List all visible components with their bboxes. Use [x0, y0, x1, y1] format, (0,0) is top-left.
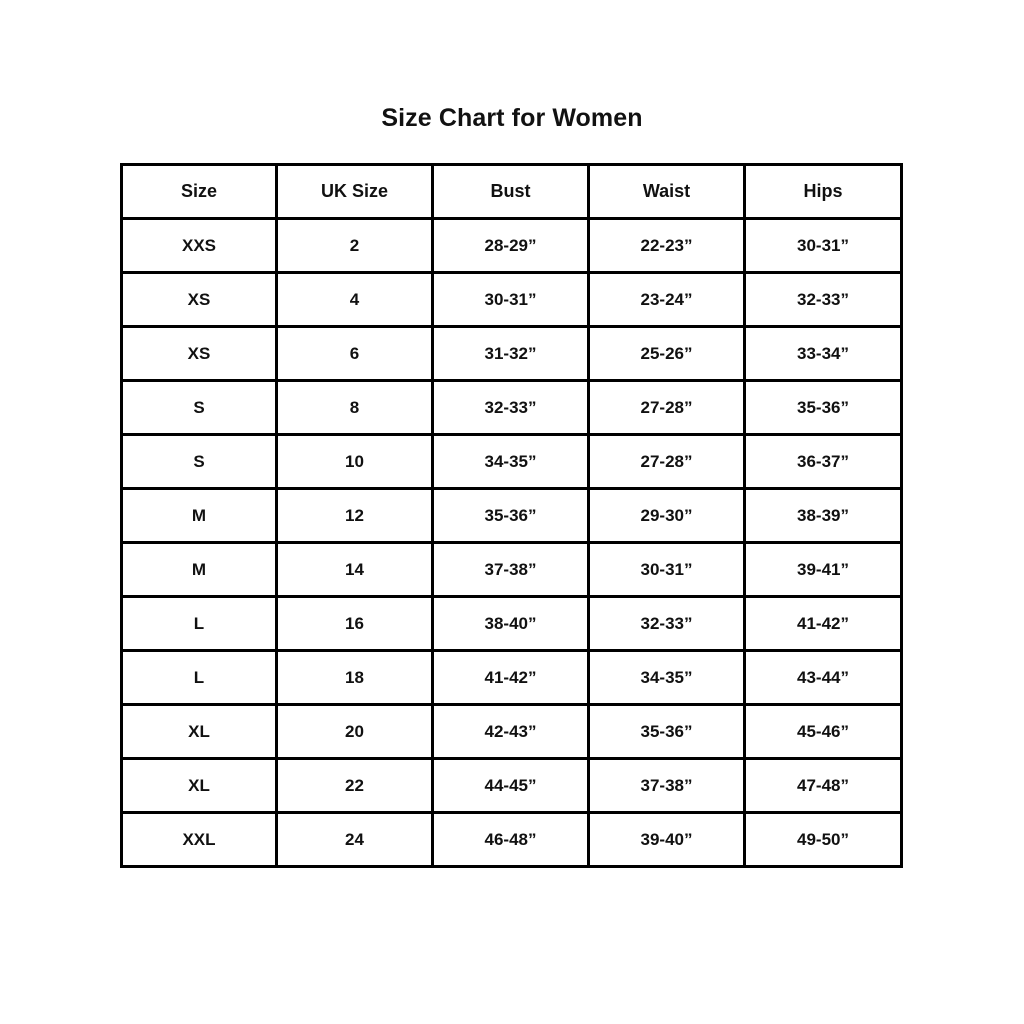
- cell-size: XS: [120, 271, 278, 328]
- cell-waist: 27-28”: [587, 433, 746, 490]
- size-table-container: Size UK Size Bust Waist Hips XXS 2 28-29…: [120, 163, 903, 868]
- cell-size: XS: [120, 325, 278, 382]
- cell-waist: 22-23”: [587, 217, 746, 274]
- cell-size: M: [120, 487, 278, 544]
- cell-hips: 32-33”: [743, 271, 903, 328]
- cell-uk-size: 14: [275, 541, 434, 598]
- table-row: M 14 37-38” 30-31” 39-41”: [120, 541, 903, 598]
- cell-uk-size: 20: [275, 703, 434, 760]
- cell-bust: 35-36”: [431, 487, 590, 544]
- cell-hips: 33-34”: [743, 325, 903, 382]
- cell-uk-size: 8: [275, 379, 434, 436]
- cell-size: M: [120, 541, 278, 598]
- table-row: XXS 2 28-29” 22-23” 30-31”: [120, 217, 903, 274]
- cell-waist: 37-38”: [587, 757, 746, 814]
- cell-uk-size: 4: [275, 271, 434, 328]
- cell-hips: 38-39”: [743, 487, 903, 544]
- cell-uk-size: 24: [275, 811, 434, 868]
- table-row: XXL 24 46-48” 39-40” 49-50”: [120, 811, 903, 868]
- table-row: XS 6 31-32” 25-26” 33-34”: [120, 325, 903, 382]
- cell-waist: 34-35”: [587, 649, 746, 706]
- cell-bust: 32-33”: [431, 379, 590, 436]
- cell-uk-size: 2: [275, 217, 434, 274]
- cell-hips: 30-31”: [743, 217, 903, 274]
- cell-hips: 36-37”: [743, 433, 903, 490]
- table-header: Size UK Size Bust Waist Hips: [120, 163, 903, 220]
- table-row: XS 4 30-31” 23-24” 32-33”: [120, 271, 903, 328]
- table-row: L 16 38-40” 32-33” 41-42”: [120, 595, 903, 652]
- cell-bust: 38-40”: [431, 595, 590, 652]
- table-row: M 12 35-36” 29-30” 38-39”: [120, 487, 903, 544]
- table-row: S 10 34-35” 27-28” 36-37”: [120, 433, 903, 490]
- table-body: XXS 2 28-29” 22-23” 30-31” XS 4 30-31” 2…: [120, 217, 903, 868]
- cell-waist: 23-24”: [587, 271, 746, 328]
- cell-waist: 30-31”: [587, 541, 746, 598]
- cell-size: L: [120, 649, 278, 706]
- cell-hips: 41-42”: [743, 595, 903, 652]
- cell-hips: 47-48”: [743, 757, 903, 814]
- cell-bust: 42-43”: [431, 703, 590, 760]
- table-row: XL 20 42-43” 35-36” 45-46”: [120, 703, 903, 760]
- cell-bust: 28-29”: [431, 217, 590, 274]
- cell-waist: 39-40”: [587, 811, 746, 868]
- cell-bust: 41-42”: [431, 649, 590, 706]
- cell-hips: 39-41”: [743, 541, 903, 598]
- cell-hips: 45-46”: [743, 703, 903, 760]
- table-row: XL 22 44-45” 37-38” 47-48”: [120, 757, 903, 814]
- cell-waist: 27-28”: [587, 379, 746, 436]
- cell-bust: 34-35”: [431, 433, 590, 490]
- column-header-size: Size: [120, 163, 278, 220]
- cell-bust: 30-31”: [431, 271, 590, 328]
- column-header-uk-size: UK Size: [275, 163, 434, 220]
- cell-size: S: [120, 433, 278, 490]
- cell-bust: 37-38”: [431, 541, 590, 598]
- cell-waist: 25-26”: [587, 325, 746, 382]
- column-header-waist: Waist: [587, 163, 746, 220]
- cell-waist: 29-30”: [587, 487, 746, 544]
- column-header-bust: Bust: [431, 163, 590, 220]
- cell-uk-size: 6: [275, 325, 434, 382]
- table-row: L 18 41-42” 34-35” 43-44”: [120, 649, 903, 706]
- page-title: Size Chart for Women: [381, 104, 643, 132]
- cell-uk-size: 18: [275, 649, 434, 706]
- cell-bust: 31-32”: [431, 325, 590, 382]
- cell-size: XXS: [120, 217, 278, 274]
- cell-uk-size: 22: [275, 757, 434, 814]
- cell-waist: 32-33”: [587, 595, 746, 652]
- cell-size: XL: [120, 757, 278, 814]
- cell-size: L: [120, 595, 278, 652]
- cell-uk-size: 10: [275, 433, 434, 490]
- table-row: S 8 32-33” 27-28” 35-36”: [120, 379, 903, 436]
- cell-uk-size: 12: [275, 487, 434, 544]
- table-header-row: Size UK Size Bust Waist Hips: [120, 163, 903, 220]
- column-header-hips: Hips: [743, 163, 903, 220]
- size-chart-table: Size UK Size Bust Waist Hips XXS 2 28-29…: [120, 163, 903, 868]
- cell-hips: 43-44”: [743, 649, 903, 706]
- cell-size: XL: [120, 703, 278, 760]
- cell-hips: 35-36”: [743, 379, 903, 436]
- cell-uk-size: 16: [275, 595, 434, 652]
- cell-hips: 49-50”: [743, 811, 903, 868]
- cell-waist: 35-36”: [587, 703, 746, 760]
- cell-size: XXL: [120, 811, 278, 868]
- cell-bust: 46-48”: [431, 811, 590, 868]
- cell-size: S: [120, 379, 278, 436]
- cell-bust: 44-45”: [431, 757, 590, 814]
